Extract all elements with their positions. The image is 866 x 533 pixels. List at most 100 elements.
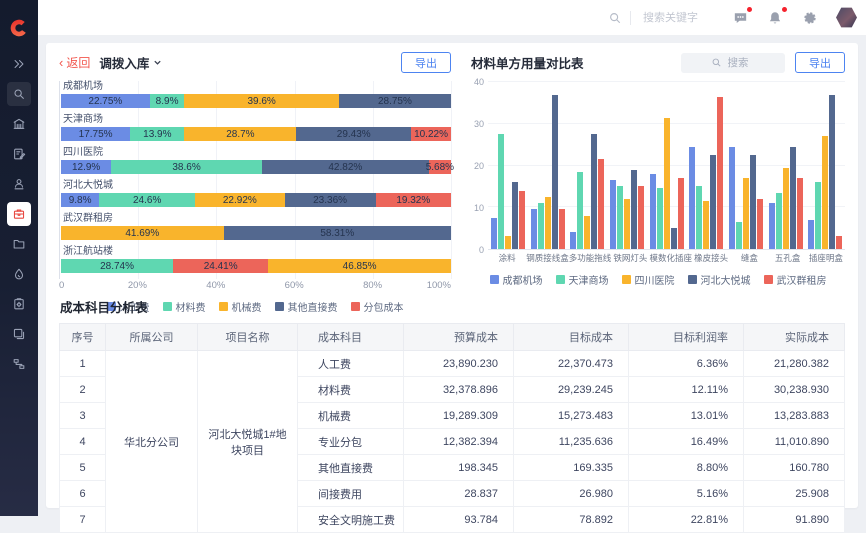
bar	[511, 182, 518, 249]
sidebar-item-workflow[interactable]	[7, 352, 31, 376]
search-icon	[712, 58, 721, 67]
cell-subject: 安全文明施工费	[297, 506, 404, 533]
bar	[703, 201, 710, 249]
global-search	[608, 10, 731, 25]
bar-segment: 41.69%	[61, 226, 224, 240]
cell-target-margin: 13.01%	[628, 402, 744, 429]
sidebar-collapse-icon[interactable]	[7, 52, 31, 76]
cell-target-cost: 78.892	[513, 506, 629, 533]
cell-subject: 其他直接费	[297, 454, 404, 481]
legend-swatch	[555, 275, 565, 284]
bar	[591, 134, 598, 249]
stacked-bar-row: 天津商场 17.75% 13.9% 28.7% 29.43% 10.22%	[61, 114, 451, 141]
bar-group	[607, 82, 647, 249]
panel-search-input[interactable]	[725, 55, 756, 70]
notifications-bell-icon[interactable]	[766, 6, 787, 27]
bar	[584, 215, 591, 249]
x-tick-label: 钢质接线盒	[526, 252, 569, 263]
bar-group	[647, 82, 687, 249]
bar	[796, 178, 803, 249]
bar-group	[726, 82, 766, 249]
cell-actual-cost: 21,280.382	[743, 350, 845, 377]
search-icon[interactable]	[608, 11, 622, 25]
stacked-bar-row: 武汉群租房 41.69% 58.31%	[61, 213, 451, 240]
legend-label: 机械费	[231, 303, 262, 314]
sidebar-item-building[interactable]	[7, 112, 31, 136]
sidebar-item-devices[interactable]	[7, 322, 31, 346]
export-button-right[interactable]: 导出	[795, 52, 845, 73]
stacked-bar-row: 河北大悦城 9.8% 24.6% 22.92% 23.36% 19.32%	[61, 180, 451, 207]
bar-segment: 9.8%	[61, 193, 100, 207]
user-avatar[interactable]	[836, 7, 857, 28]
cell-actual-cost: 11,010.890	[743, 428, 845, 455]
global-search-input[interactable]	[641, 10, 731, 25]
back-label: 返回	[66, 56, 91, 70]
bar	[836, 236, 843, 249]
bar	[616, 186, 623, 249]
transfer-inbound-panel: ‹ 返回 调拨入库 导出 成都机场 22.75% 8.9% 39.6% 28.75% 天津…	[59, 51, 454, 314]
bar	[717, 96, 724, 249]
cell-index: 4	[59, 428, 106, 455]
chart-legend: 成都机场 天津商场 四川医院 河北大悦城 武汉群租房	[471, 272, 845, 287]
cell-index: 2	[59, 376, 106, 403]
bar-segment: 12.9%	[61, 160, 112, 174]
cell-actual-cost: 91.890	[743, 506, 845, 533]
category-label: 天津商场	[63, 114, 103, 125]
bar-group	[805, 82, 845, 249]
bar	[537, 203, 544, 249]
bar	[749, 155, 756, 249]
cell-target-margin: 6.36%	[628, 350, 744, 377]
bar	[544, 196, 551, 249]
gridline	[216, 81, 218, 279]
sidebar	[0, 0, 38, 516]
bar-segment: 8.9%	[149, 94, 185, 108]
export-button-left[interactable]: 导出	[401, 52, 451, 73]
bar	[530, 209, 537, 249]
bar-segment: 29.43%	[296, 127, 412, 141]
legend-label: 其他直接费	[287, 303, 338, 314]
sidebar-item-droplet[interactable]	[7, 262, 31, 286]
cell-actual-cost: 160.780	[743, 454, 845, 481]
app-logo[interactable]	[0, 10, 38, 46]
sidebar-item-project-cost[interactable]	[7, 202, 31, 226]
column-header: 所属公司	[105, 323, 198, 351]
cell-index: 6	[59, 480, 106, 507]
page-title-dropdown[interactable]: 调拨入库	[99, 53, 162, 72]
cell-subject: 机械费	[297, 402, 404, 429]
bar-group	[567, 82, 607, 249]
cell-project: 河北大悦城1#地块项目	[197, 350, 298, 533]
y-tick-label: 10	[473, 203, 484, 213]
cell-budget-cost: 23,890.230	[403, 350, 514, 377]
bar	[577, 171, 584, 249]
bar-segment: 28.74%	[61, 259, 174, 273]
cost-analysis-table: 序号 所属公司 项目名称 成本科目 预算成本 目标成本 目标利润率 实际成本 1 华北分公司 河北…	[59, 323, 845, 533]
x-tick-label: 100%	[426, 280, 451, 291]
stacked-bar: 12.9% 38.6% 42.82% 5.68%	[61, 160, 454, 174]
x-axis-labels: 涂料 钢质接线盒 多功能拖线 铁网灯头 模数化插座 橡皮接头 缝盒 五孔盒 插座明盒	[488, 250, 845, 265]
sidebar-item-clipboard[interactable]	[7, 292, 31, 316]
sidebar-item-user[interactable]	[7, 172, 31, 196]
legend-label: 武汉群租房	[776, 276, 827, 287]
bar-group	[528, 82, 568, 249]
panel-title: 材料单方用量对比表	[471, 57, 584, 71]
bar	[789, 146, 796, 249]
settings-gear-icon[interactable]	[801, 9, 819, 27]
bar	[756, 198, 763, 249]
sidebar-item-document-edit[interactable]	[7, 142, 31, 166]
cell-target-margin: 5.16%	[628, 480, 744, 507]
category-label: 武汉群租房	[63, 213, 113, 224]
bar	[829, 94, 836, 249]
x-tick-label: 缝盒	[740, 252, 758, 263]
bar	[551, 94, 558, 249]
bar	[637, 186, 644, 249]
column-header: 目标利润率	[628, 323, 744, 351]
back-button[interactable]: ‹ 返回	[59, 54, 90, 71]
bar-segment: 17.75%	[61, 127, 131, 141]
bar-segment: 39.6%	[184, 94, 339, 108]
sidebar-item-search[interactable]	[7, 82, 31, 106]
sidebar-item-folder[interactable]	[7, 232, 31, 256]
bar	[670, 228, 677, 249]
messages-icon[interactable]	[731, 6, 752, 27]
gridline	[451, 81, 452, 279]
notification-dot	[782, 6, 787, 12]
